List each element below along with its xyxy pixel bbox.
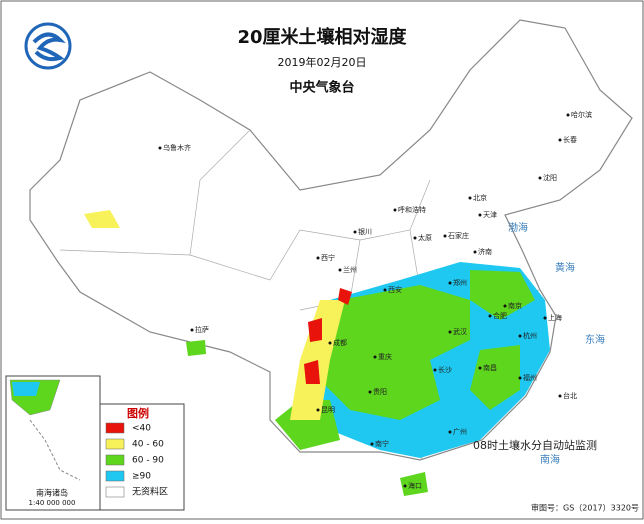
note: 08时土壤水分自动站监测 bbox=[473, 438, 597, 452]
city-dot bbox=[383, 288, 387, 292]
approval: 审图号：GS（2017）3320号 bbox=[531, 503, 639, 513]
city-label: 呼和浩特 bbox=[398, 205, 426, 214]
city-label: 福州 bbox=[523, 373, 537, 382]
inset: 南海诸岛 1:40 000 000 bbox=[5, 375, 101, 511]
city-dot bbox=[448, 281, 452, 285]
city-dot bbox=[338, 268, 342, 272]
city-dot bbox=[503, 304, 507, 308]
city-dot bbox=[190, 328, 194, 332]
title: 20厘米土壤相对湿度 bbox=[237, 26, 407, 48]
city-label: 济南 bbox=[478, 247, 492, 256]
city-label: 贵阳 bbox=[373, 387, 387, 396]
city-dot bbox=[518, 334, 522, 338]
city-dot bbox=[353, 230, 357, 234]
city-dot bbox=[433, 368, 437, 372]
city-dot bbox=[443, 234, 447, 238]
city-dot bbox=[478, 366, 482, 370]
logo bbox=[24, 22, 72, 70]
city-label: 乌鲁木齐 bbox=[163, 143, 191, 152]
city-dot bbox=[448, 430, 452, 434]
city-dot bbox=[373, 355, 377, 359]
city-label: 武汉 bbox=[453, 327, 467, 336]
city-dot bbox=[316, 256, 320, 260]
legend-swatch bbox=[105, 470, 125, 482]
city-dot bbox=[518, 376, 522, 380]
city-dot bbox=[403, 484, 407, 488]
legend-swatch bbox=[105, 486, 125, 498]
legend-label: 无资料区 bbox=[132, 486, 168, 498]
city-dot bbox=[558, 138, 562, 142]
city-label: 长春 bbox=[563, 135, 577, 144]
sea-label: 黄海 bbox=[555, 261, 575, 274]
city-dot bbox=[543, 316, 547, 320]
city-label: 杭州 bbox=[523, 331, 537, 340]
city-label: 广州 bbox=[453, 427, 467, 436]
city-dot bbox=[328, 341, 332, 345]
city-dot bbox=[558, 394, 562, 398]
legend-label: 60 - 90 bbox=[132, 456, 164, 466]
city-dot bbox=[158, 146, 162, 150]
agency: 中央气象台 bbox=[289, 80, 354, 96]
city-dot bbox=[393, 208, 397, 212]
city-dot bbox=[473, 250, 477, 254]
inset-label: 南海诸岛 bbox=[36, 488, 68, 498]
city-label: 上海 bbox=[548, 313, 562, 322]
city-label: 石家庄 bbox=[448, 231, 469, 240]
city-label: 重庆 bbox=[378, 352, 392, 361]
city-label: 银川 bbox=[358, 227, 372, 236]
legend-label: <40 bbox=[132, 424, 151, 434]
city-label: 南昌 bbox=[483, 363, 497, 372]
city-label: 哈尔滨 bbox=[571, 110, 592, 119]
city-dot bbox=[478, 213, 482, 217]
sea-label: 东海 bbox=[585, 333, 605, 346]
city-dot bbox=[488, 314, 492, 318]
legend-title: 图例 bbox=[127, 406, 149, 420]
city-dot bbox=[566, 113, 570, 117]
city-dot bbox=[413, 236, 417, 240]
city-label: 兰州 bbox=[343, 265, 357, 274]
city-label: 昆明 bbox=[321, 406, 335, 414]
city-label: 长沙 bbox=[438, 365, 452, 374]
legend-label: ≥90 bbox=[132, 472, 151, 482]
city-label: 南宁 bbox=[375, 439, 389, 448]
city-label: 西安 bbox=[388, 285, 402, 294]
city-dot bbox=[468, 196, 472, 200]
sea-label: 南海 bbox=[540, 453, 560, 466]
city-label: 郑州 bbox=[453, 279, 467, 287]
legend: 图例 <40 40 - 60 60 - 90 ≥90 无资料区 bbox=[99, 403, 185, 511]
city-label: 成都 bbox=[333, 338, 347, 347]
city-dot bbox=[538, 176, 542, 180]
city-label: 合肥 bbox=[493, 311, 507, 320]
legend-label: 40 - 60 bbox=[132, 440, 164, 450]
city-label: 拉萨 bbox=[195, 325, 209, 334]
city-label: 南京 bbox=[508, 301, 522, 310]
city-label: 海口 bbox=[408, 481, 422, 490]
city-label: 北京 bbox=[473, 193, 487, 202]
city-label: 沈阳 bbox=[543, 173, 557, 182]
date: 2019年02月20日 bbox=[278, 55, 367, 69]
city-label: 台北 bbox=[563, 391, 577, 400]
inset-scale: 1:40 000 000 bbox=[29, 499, 76, 507]
cities: 乌鲁木齐拉萨西宁兰州银川呼和浩特北京天津石家庄太原济南郑州西安成都重庆贵阳昆明南… bbox=[158, 110, 592, 490]
city-dot bbox=[370, 442, 374, 446]
legend-swatch bbox=[105, 422, 125, 434]
city-dot bbox=[368, 390, 372, 394]
sea-label: 渤海 bbox=[508, 221, 528, 234]
city-label: 西宁 bbox=[321, 253, 335, 262]
city-label: 太原 bbox=[418, 233, 432, 242]
city-label: 天津 bbox=[483, 211, 497, 219]
city-dot bbox=[316, 408, 320, 412]
legend-swatch bbox=[105, 438, 125, 450]
city-dot bbox=[448, 330, 452, 334]
legend-swatch bbox=[105, 454, 125, 466]
moisture-areas bbox=[84, 210, 550, 496]
